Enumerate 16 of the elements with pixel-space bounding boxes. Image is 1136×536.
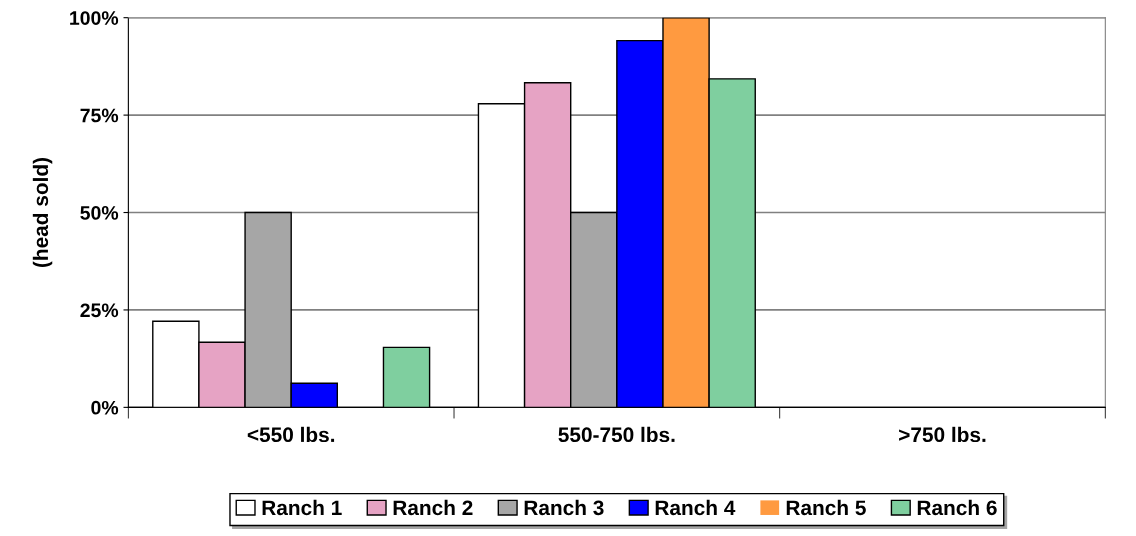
legend-label: Ranch 6 (917, 499, 997, 516)
y-tick-label: 50% (80, 205, 119, 220)
legend-label: Ranch 1 (262, 499, 342, 516)
y-axis-title: (head sold) (32, 158, 53, 268)
x-tick-label: >750 lbs. (899, 426, 986, 443)
y-tick-label: 25% (80, 303, 119, 318)
x-tick-label: <550 lbs. (247, 426, 335, 443)
x-tick-label: 550-750 lbs. (558, 426, 675, 443)
legend-label: Ranch 2 (393, 499, 473, 516)
y-tick-label: 100% (70, 11, 119, 25)
legend-label: Ranch 3 (524, 499, 604, 516)
bar (382, 346, 431, 408)
legend-label: Ranch 5 (786, 499, 866, 516)
y-tick-label: 0% (91, 400, 119, 415)
legend-label: Ranch 4 (655, 499, 736, 516)
y-tick-label: 75% (80, 108, 119, 123)
